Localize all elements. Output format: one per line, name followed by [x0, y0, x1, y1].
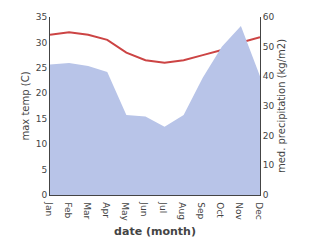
svg-text:0: 0 [41, 190, 47, 200]
svg-text:May: May [120, 202, 130, 221]
svg-text:15: 15 [36, 114, 47, 124]
svg-text:25: 25 [36, 63, 47, 73]
svg-text:Mar: Mar [82, 202, 92, 219]
svg-text:Jun: Jun [139, 201, 149, 216]
svg-text:0: 0 [263, 190, 269, 200]
svg-text:10: 10 [36, 139, 48, 149]
svg-text:Dec: Dec [254, 202, 264, 219]
svg-text:date (month): date (month) [114, 225, 196, 238]
svg-text:Jan: Jan [44, 201, 54, 216]
svg-text:30: 30 [263, 101, 275, 111]
svg-text:35: 35 [36, 12, 47, 22]
svg-text:Feb: Feb [63, 202, 73, 218]
svg-text:Sep: Sep [196, 202, 206, 219]
svg-text:10: 10 [263, 160, 275, 170]
svg-text:med. precipitation (kg/m2): med. precipitation (kg/m2) [276, 39, 287, 173]
svg-text:5: 5 [41, 165, 47, 175]
svg-text:50: 50 [263, 42, 275, 52]
svg-text:20: 20 [263, 131, 275, 141]
svg-text:40: 40 [263, 71, 275, 81]
svg-text:Nov: Nov [234, 202, 244, 220]
svg-text:Apr: Apr [101, 202, 111, 218]
svg-text:Jul: Jul [158, 201, 168, 213]
svg-text:30: 30 [36, 38, 48, 48]
svg-text:Oct: Oct [215, 202, 225, 218]
svg-text:max temp (C): max temp (C) [20, 71, 31, 140]
svg-text:20: 20 [36, 88, 48, 98]
svg-text:Aug: Aug [177, 202, 187, 220]
svg-text:60: 60 [263, 12, 275, 22]
